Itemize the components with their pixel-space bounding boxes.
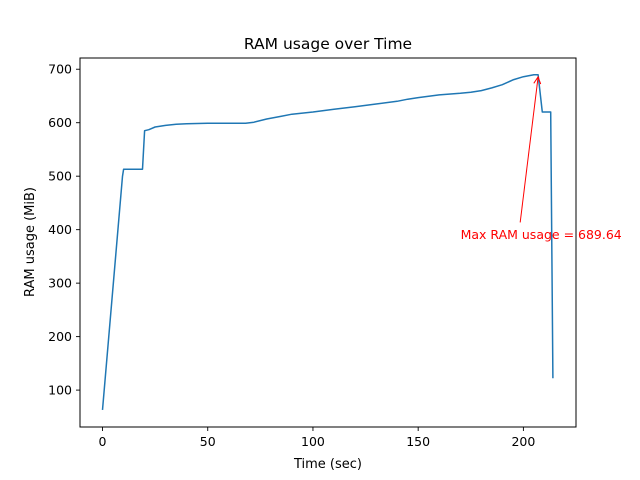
y-tick-label: 400 [48, 222, 72, 237]
plot-area [79, 57, 577, 428]
annotation-arrow-line [519, 76, 539, 223]
y-axis-ticks: 100 200 300 400 500 600 700 [48, 62, 80, 398]
chart-title: RAM usage over Time [244, 35, 412, 53]
y-tick-label: 600 [48, 115, 72, 130]
y-tick-label: 500 [48, 169, 72, 184]
annotation-label: Max RAM usage = 689.64 [461, 227, 622, 242]
x-tick-label: 0 [99, 434, 107, 449]
y-tick-label: 100 [48, 383, 72, 398]
y-tick-label: 300 [48, 276, 72, 291]
x-tick-label: 50 [200, 434, 216, 449]
y-tick-label: 200 [48, 329, 72, 344]
annotation-arrow-head [533, 75, 542, 85]
max-ram-annotation: Max RAM usage = 689.64 [461, 75, 622, 242]
x-axis-ticks: 0 50 100 150 200 [99, 427, 535, 449]
x-axis-label: Time (sec) [293, 457, 362, 472]
x-tick-label: 200 [511, 434, 535, 449]
x-tick-label: 150 [406, 434, 430, 449]
x-tick-label: 100 [301, 434, 325, 449]
y-axis-label: RAM usage (MiB) [23, 187, 38, 297]
y-tick-label: 700 [48, 62, 72, 77]
ram-usage-line [101, 74, 554, 410]
